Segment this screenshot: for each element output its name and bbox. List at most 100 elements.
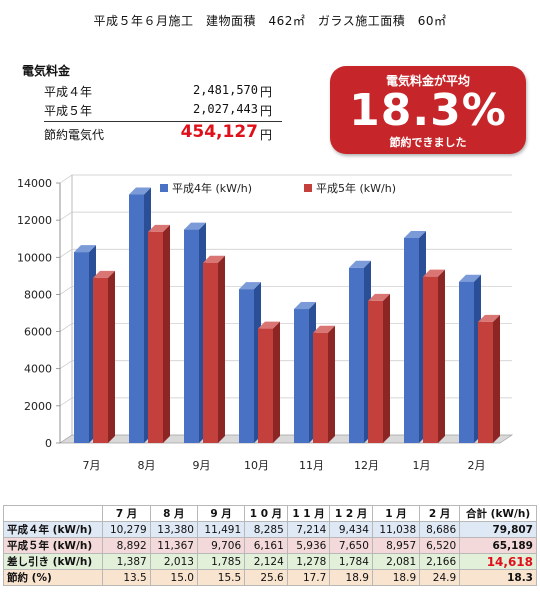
x-tick-label: 11月 [299, 459, 324, 472]
bar-side [383, 293, 390, 443]
bar-front [93, 277, 108, 443]
table-row-label: 差し引き (kW/h) [2, 553, 104, 570]
table-cell: 9,434 [329, 521, 373, 538]
bar [184, 222, 206, 443]
table-header: 1 2 月 [329, 505, 373, 522]
legend-label: 平成5年 (kW/h) [316, 181, 396, 195]
table-total-cell: 79,807 [459, 521, 537, 538]
bar [459, 274, 481, 443]
table-cell: 7,214 [286, 521, 331, 538]
bar-side [163, 224, 170, 443]
bar-side [218, 255, 225, 443]
table-cell: 9,706 [196, 537, 246, 554]
bar-top [349, 260, 371, 268]
table-cell: 10,279 [102, 521, 151, 538]
bar [349, 260, 371, 443]
bar-front [368, 300, 383, 443]
table-cell: 13.5 [102, 569, 151, 586]
table-cell: 11,491 [196, 521, 246, 538]
bar [74, 245, 96, 443]
badge-line2: 節約できました [389, 136, 467, 149]
bar-top [459, 274, 481, 282]
bar-front [184, 229, 199, 443]
y-tick-label: 2000 [24, 400, 52, 413]
table-header: 合計 (kW/h) [459, 505, 537, 522]
bar [478, 314, 500, 443]
bar-front [313, 332, 328, 443]
bar-top [239, 282, 261, 290]
y-tick-label: 0 [45, 437, 52, 450]
fees-row-h5: 平成５年 2,027,443 円 [22, 102, 282, 121]
table-corner [2, 505, 104, 522]
badge-line1: 電気料金が平均 [385, 74, 470, 88]
bar-top [129, 187, 151, 195]
bar-front [129, 194, 144, 443]
table-cell: 15.0 [149, 569, 198, 586]
table-row-label: 節約 (%) [2, 569, 104, 586]
bar-top [203, 255, 225, 263]
bar-side [438, 269, 445, 443]
table-cell: 8,957 [371, 537, 421, 554]
table-cell: 8,285 [244, 521, 288, 538]
data-table: 7 月 8 月 9 月 1 0 月 1 1 月 1 2 月 1 月 2 月 合計… [2, 505, 537, 586]
bar-top [294, 302, 316, 310]
x-tick-label: 1月 [413, 459, 431, 472]
table-row-label: 平成５年 (kW/h) [2, 537, 104, 554]
table-cell: 1,785 [196, 553, 246, 570]
bar-front [148, 231, 163, 443]
fees-row-label: 平成５年 [44, 104, 93, 118]
legend-swatch [160, 184, 168, 192]
bar-side [108, 270, 115, 443]
bar-front [258, 328, 273, 443]
fees-row-value: 2,481,570 [192, 83, 258, 97]
table-cell: 25.6 [244, 569, 288, 586]
bar [239, 282, 261, 443]
bar-front [203, 262, 218, 443]
x-tick-label: 7月 [83, 459, 101, 472]
table-header: 1 1 月 [286, 505, 331, 522]
bar-top [74, 245, 96, 253]
bar [423, 269, 445, 443]
electricity-fees-panel: 電気料金 平成４年 2,481,570 円 平成５年 2,027,443 円 節… [22, 62, 282, 148]
table-cell: 18.9 [329, 569, 373, 586]
table-header-row: 7 月 8 月 9 月 1 0 月 1 1 月 1 2 月 1 月 2 月 合計… [2, 505, 537, 522]
table-total-cell: 18.3 [459, 569, 537, 586]
table-cell: 15.5 [196, 569, 246, 586]
table-cell: 6,520 [419, 537, 461, 554]
y-tick-label: 14000 [17, 177, 52, 190]
x-tick-label: 2月 [468, 459, 486, 472]
table-cell: 2,013 [149, 553, 198, 570]
bar-top [258, 321, 280, 329]
table-row: 平成４年 (kW/h) 10,279 13,380 11,491 8,285 7,214 9… [2, 521, 537, 538]
table-cell: 1,278 [286, 553, 331, 570]
bar [313, 325, 335, 443]
table-cell: 17.7 [286, 569, 331, 586]
table-cell: 1,387 [102, 553, 151, 570]
page-header: 平成５年６月施工 建物面積 462㎡ ガラス施工面積 60㎡ [93, 14, 447, 28]
y-tick-label: 12000 [17, 214, 52, 227]
x-tick-label: 12月 [354, 459, 379, 472]
y-tick-label: 8000 [24, 288, 52, 301]
bar-side [328, 325, 335, 443]
table-cell: 2,166 [419, 553, 461, 570]
fees-total-row: 節約電気代 454,127 円 [44, 121, 282, 148]
fees-row-h4: 平成４年 2,481,570 円 [22, 83, 282, 102]
gridline [59, 211, 512, 221]
bar-top [313, 325, 335, 333]
gridline [59, 248, 512, 258]
fees-total-unit: 円 [259, 128, 272, 142]
table-row: 差し引き (kW/h) 1,387 2,013 1,785 2,124 1,278 1,78… [2, 553, 537, 570]
table-cell: 7,650 [329, 537, 373, 554]
table-header: 2 月 [419, 505, 461, 522]
table-cell: 5,936 [286, 537, 331, 554]
fees-row-unit: 円 [259, 85, 272, 99]
y-tick-label: 6000 [24, 326, 52, 339]
fees-total-value: 454,127 [180, 122, 258, 142]
bar-top [423, 269, 445, 277]
table-cell: 2,124 [244, 553, 288, 570]
bar-front [459, 281, 474, 443]
table-cell: 6,161 [244, 537, 288, 554]
table-header: 7 月 [102, 505, 151, 522]
bar-top [368, 293, 390, 301]
table-cell: 11,038 [371, 521, 421, 538]
